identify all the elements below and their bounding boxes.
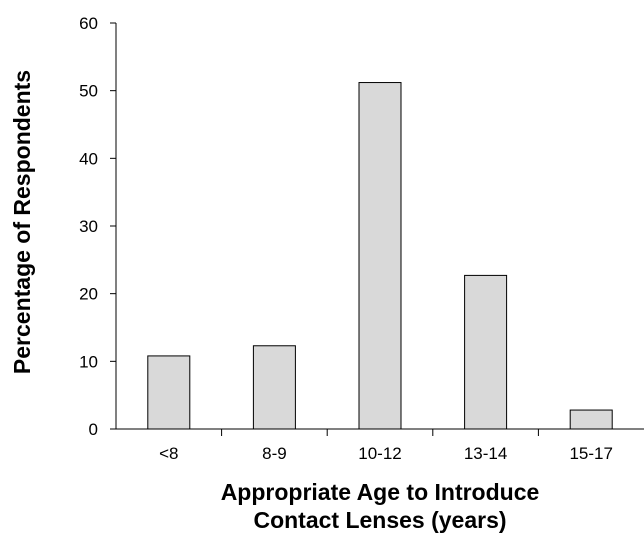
y-axis-title: Percentage of Respondents — [9, 70, 35, 374]
x-tick-label: <8 — [159, 444, 178, 463]
y-tick-label: 40 — [79, 149, 98, 168]
bars — [147, 82, 613, 430]
bar-0 — [147, 355, 191, 430]
bar-3 — [464, 274, 508, 430]
bar-2 — [358, 82, 402, 430]
y-tick-label: 60 — [79, 14, 98, 33]
y-tick-label: 20 — [79, 285, 98, 304]
y-tick-label: 0 — [89, 420, 98, 439]
x-tick-label: 13-14 — [464, 444, 507, 463]
y-axis-ticks: 0 10 20 30 40 50 60 — [79, 14, 116, 439]
x-tick-label: 15-17 — [569, 444, 612, 463]
x-tick-label: 8-9 — [262, 444, 287, 463]
x-tick-label: 10-12 — [358, 444, 401, 463]
y-tick-label: 50 — [79, 82, 98, 101]
y-tick-label: 10 — [79, 352, 98, 371]
bar-4 — [569, 409, 613, 430]
x-axis-ticks: <8 8-9 10-12 13-14 15-17 — [159, 429, 613, 463]
y-tick-label: 30 — [79, 217, 98, 236]
x-axis-title-line-1: Appropriate Age to Introduce — [221, 479, 540, 505]
x-axis-title-line-2: Contact Lenses (years) — [253, 507, 506, 533]
bar-1 — [252, 345, 296, 430]
